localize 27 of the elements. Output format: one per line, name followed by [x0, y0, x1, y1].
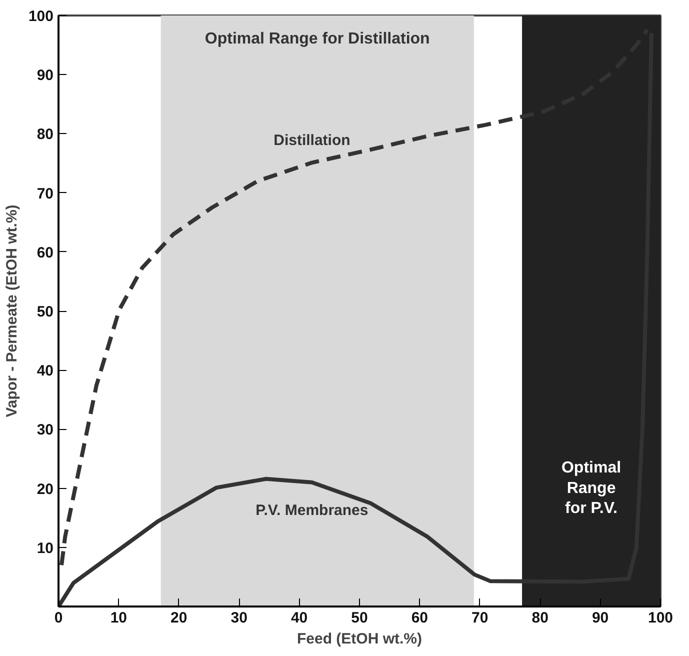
x-tick-label: 50: [351, 610, 368, 626]
x-tick-label: 20: [170, 610, 188, 626]
y-tick-label: 30: [36, 422, 54, 439]
series-label: Distillation: [274, 132, 350, 150]
x-tick-label: 30: [230, 610, 248, 626]
x-axis-title: Feed (EtOH wt.%): [297, 630, 422, 648]
y-tick-label: 60: [36, 244, 54, 262]
y-tick-label: 20: [36, 480, 54, 498]
x-tick-label: 60: [411, 610, 428, 626]
y-tick-label: 70: [36, 185, 54, 202]
x-tick-label: 80: [532, 610, 548, 626]
x-tick-label: 10: [110, 610, 128, 626]
y-tick-label: 50: [36, 304, 54, 320]
y-tick-label: 100: [28, 8, 54, 25]
x-tick-label: 100: [648, 610, 674, 626]
x-tick-label: 70: [472, 610, 488, 626]
y-tick-label: 80: [36, 126, 54, 144]
y-tick-label: 10: [36, 540, 54, 557]
x-tick-label: 90: [592, 610, 609, 626]
band-label: Optimal Range for Distillation: [204, 30, 430, 48]
x-tick-label: 0: [54, 610, 63, 626]
band-label: Optimal Range for P.V.: [561, 459, 622, 518]
y-tick-label: 90: [36, 67, 54, 84]
y-axis-title: Vapor - Permeate (EtOH wt.%): [3, 204, 20, 418]
y-tick-label: 40: [36, 362, 54, 380]
x-tick-label: 40: [290, 610, 308, 626]
series-label: P.V. Membranes: [256, 502, 368, 519]
